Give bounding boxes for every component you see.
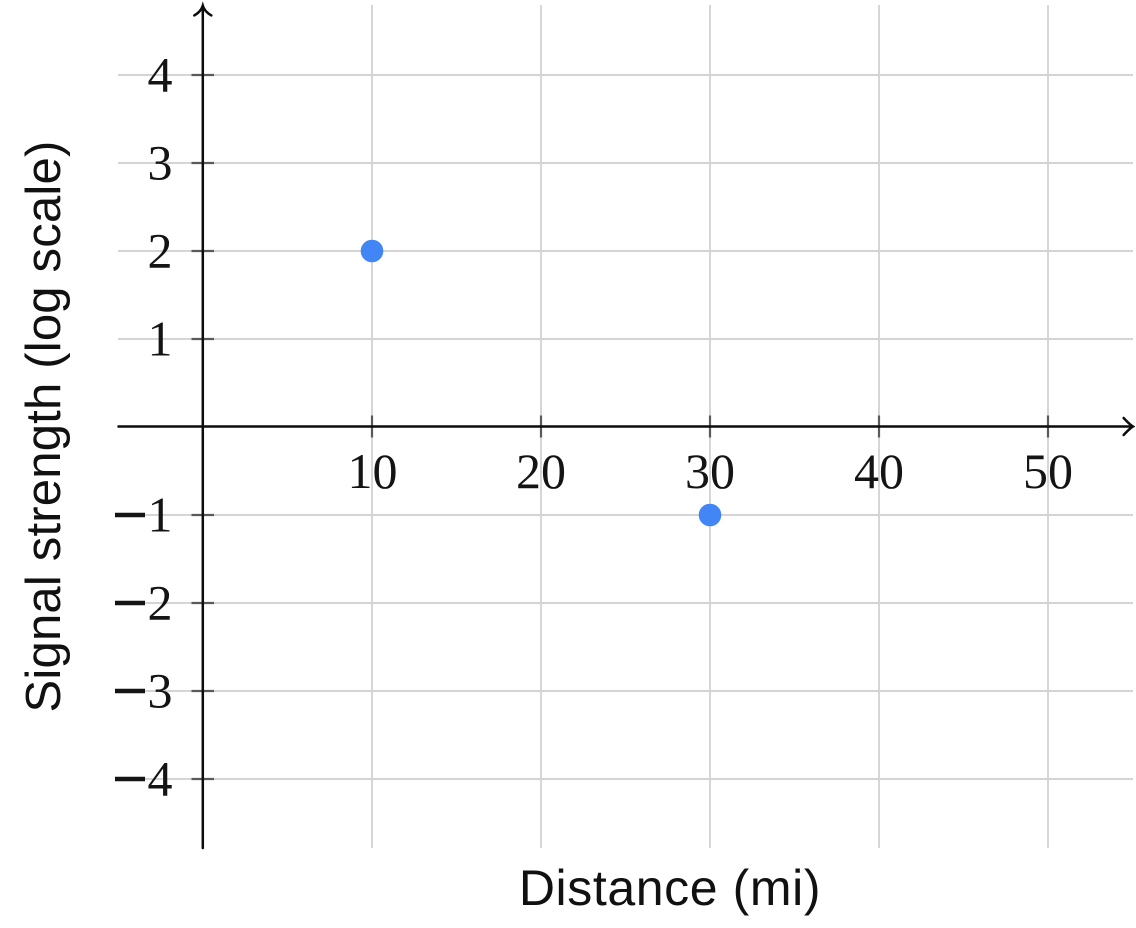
- svg-text:Distance (mi): Distance (mi): [519, 860, 821, 916]
- svg-text:2: 2: [148, 575, 173, 631]
- svg-text:30: 30: [685, 443, 735, 499]
- svg-text:2: 2: [148, 223, 173, 279]
- svg-text:3: 3: [148, 663, 173, 719]
- svg-text:20: 20: [516, 443, 566, 499]
- svg-text:3: 3: [148, 135, 173, 191]
- svg-text:10: 10: [348, 443, 398, 499]
- svg-text:40: 40: [854, 443, 904, 499]
- svg-text:50: 50: [1023, 443, 1073, 499]
- svg-text:1: 1: [148, 487, 173, 543]
- svg-text:Signal strength (log scale): Signal strength (log scale): [17, 141, 71, 713]
- svg-text:4: 4: [148, 47, 173, 103]
- svg-text:4: 4: [148, 751, 173, 807]
- svg-text:1: 1: [148, 311, 173, 367]
